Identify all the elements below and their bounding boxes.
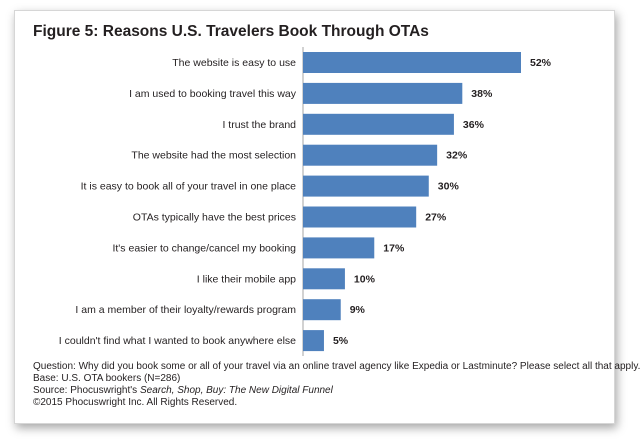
bar [303, 52, 521, 73]
source-prefix: Source: Phocuswright's [33, 385, 140, 396]
value-label: 10% [354, 273, 376, 285]
bar [303, 175, 429, 197]
category-label: It's easier to change/cancel my booking [112, 242, 296, 254]
category-label: I am used to booking travel this way [129, 88, 297, 100]
source-note: Source: Phocuswright's Search, Shop, Buy… [33, 385, 613, 397]
copyright-note: ©2015 Phocuswright Inc. All Rights Reser… [33, 397, 238, 408]
value-label: 9% [350, 304, 366, 316]
bar [303, 82, 463, 104]
base-note: Base: U.S. OTA bookers (N=286) [33, 373, 181, 384]
value-label: 17% [383, 242, 405, 254]
bar [303, 299, 341, 321]
bar [303, 206, 417, 228]
value-label: 5% [333, 335, 349, 347]
category-label: I like their mobile app [197, 273, 296, 285]
category-label: The website is easy to use [172, 57, 296, 69]
bar-chart: The website is easy to use 52% I am used t… [59, 47, 552, 356]
bar [303, 113, 454, 135]
value-label: 32% [446, 150, 468, 162]
category-label: I couldn't find what I wanted to book an… [59, 335, 296, 347]
value-label: 27% [425, 212, 447, 224]
bar [303, 268, 345, 290]
category-label: I trust the brand [222, 119, 296, 131]
bar [303, 144, 438, 166]
category-label: The website had the most selection [131, 150, 296, 162]
category-label: It is easy to book all of your travel in… [81, 181, 297, 193]
value-label: 30% [438, 181, 460, 193]
bar [303, 237, 375, 259]
value-label: 38% [471, 88, 493, 100]
source-report-title: Search, Shop, Buy: The New Digital Funne… [139, 385, 333, 396]
bar [303, 330, 324, 352]
value-label: 52% [530, 57, 552, 69]
category-label: OTAs typically have the best prices [133, 212, 296, 224]
chart-notes: Question: Why did you book some or all o… [33, 361, 640, 409]
category-label: I am a member of their loyalty/rewards p… [75, 304, 296, 316]
chart-title: Figure 5: Reasons U.S. Travelers Book Th… [33, 23, 429, 40]
value-label: 36% [463, 119, 485, 131]
question-note: Question: Why did you book some or all o… [33, 361, 640, 372]
figure-frame: Figure 5: Reasons U.S. Travelers Book Th… [14, 10, 640, 424]
